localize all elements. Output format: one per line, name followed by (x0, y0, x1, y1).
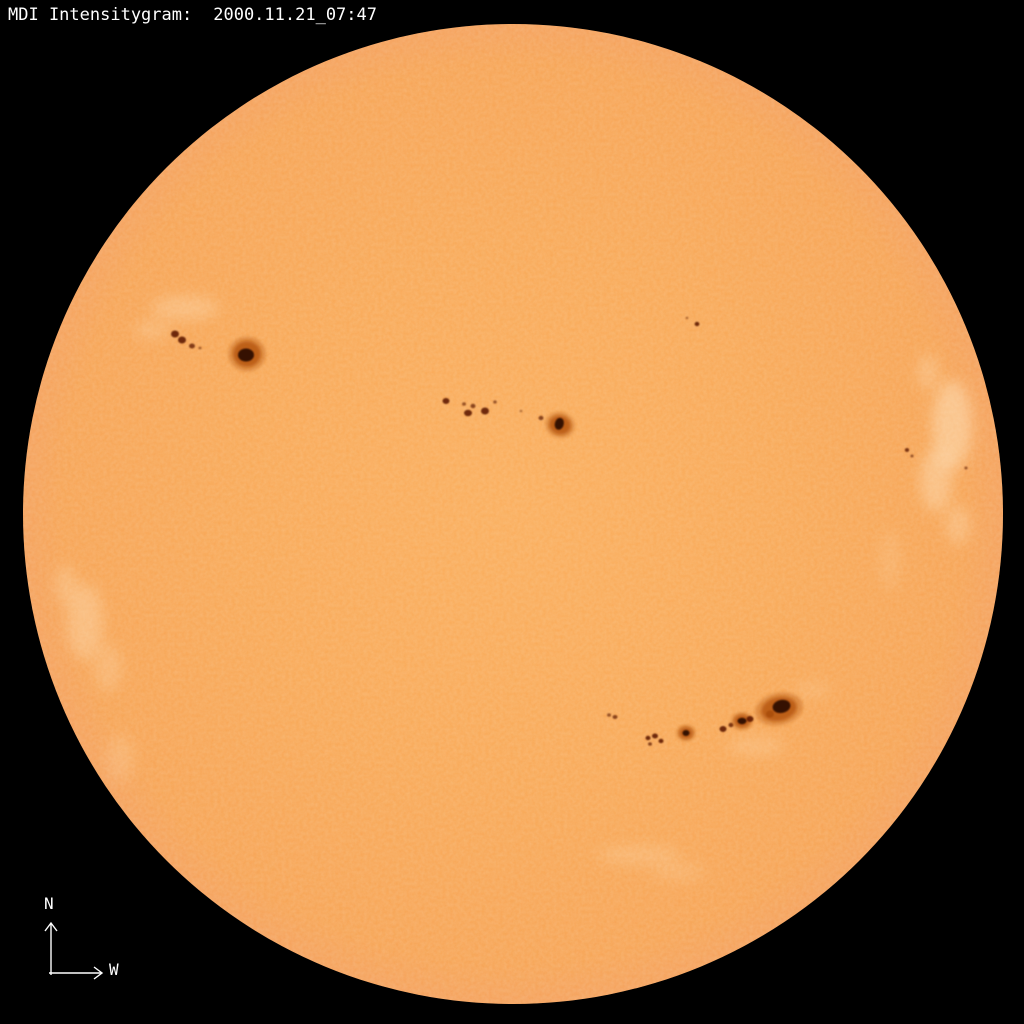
sunspot-pore (746, 716, 754, 722)
sunspot-pore (189, 343, 195, 349)
sunspot-pore (964, 466, 968, 470)
facula (728, 736, 784, 756)
sunspot-pore (442, 398, 450, 404)
sunspot-pore (648, 742, 652, 746)
sunspot-group-center (442, 398, 575, 438)
facula (56, 565, 76, 605)
pores-scattered (685, 316, 968, 470)
facula (932, 380, 972, 470)
sunspot-pore (652, 733, 658, 739)
sunspot-pore (538, 415, 544, 421)
sunspot-pore (904, 448, 910, 452)
sunspot-pore (493, 400, 497, 404)
compass-north-arrowhead-icon (44, 921, 58, 932)
sunspot-pore (910, 454, 914, 458)
sunspot-pore (198, 346, 202, 350)
sunspots-layer (171, 316, 968, 746)
sunspot-group-northeast (171, 330, 266, 372)
sunspot-pore (519, 409, 523, 413)
facula (67, 584, 103, 660)
sunspot-umbra (772, 699, 791, 714)
compass-west-arrowhead-icon (93, 966, 104, 980)
facula (918, 354, 938, 390)
facula (880, 530, 900, 590)
sunspot-pore (464, 409, 472, 417)
timestamp: 2000.11.21_07:47 (213, 5, 377, 25)
sunspot-pore (694, 321, 700, 327)
compass-north-label: N (44, 894, 54, 913)
compass (44, 921, 104, 980)
facula (794, 682, 830, 698)
facula (151, 296, 219, 320)
sunspot-pore (719, 726, 727, 732)
sunspot-pore (658, 738, 664, 744)
faculae-layer (56, 296, 972, 880)
sunspot-pore (481, 407, 489, 415)
sunspot-group-southwest (607, 692, 804, 746)
sunspot-pore (607, 713, 611, 717)
facula (134, 321, 170, 339)
granulation-dark-texture (23, 24, 1003, 1004)
sunspot-umbra (554, 417, 564, 430)
instrument-label: MDI Intensitygram: (8, 5, 193, 25)
sunspot-pore (470, 403, 476, 409)
image-title: MDI Intensitygram: 2000.11.21_07:47 (8, 5, 377, 25)
facula (598, 846, 682, 864)
compass-west-label: W (109, 960, 119, 979)
sunspot-umbra (737, 717, 747, 725)
sunspot-pore (645, 735, 651, 741)
facula (106, 734, 134, 782)
facula (650, 864, 706, 880)
facula (94, 644, 122, 692)
facula (920, 448, 952, 512)
sunspot-pore (685, 316, 689, 320)
sunspot-pore (462, 402, 466, 406)
sunspot-pore (171, 330, 179, 338)
sunspot-pore (178, 336, 186, 344)
sunspot-umbra (238, 348, 254, 362)
sunspot-pore (612, 715, 618, 719)
facula (946, 505, 970, 545)
sunspot-umbra (682, 730, 690, 736)
